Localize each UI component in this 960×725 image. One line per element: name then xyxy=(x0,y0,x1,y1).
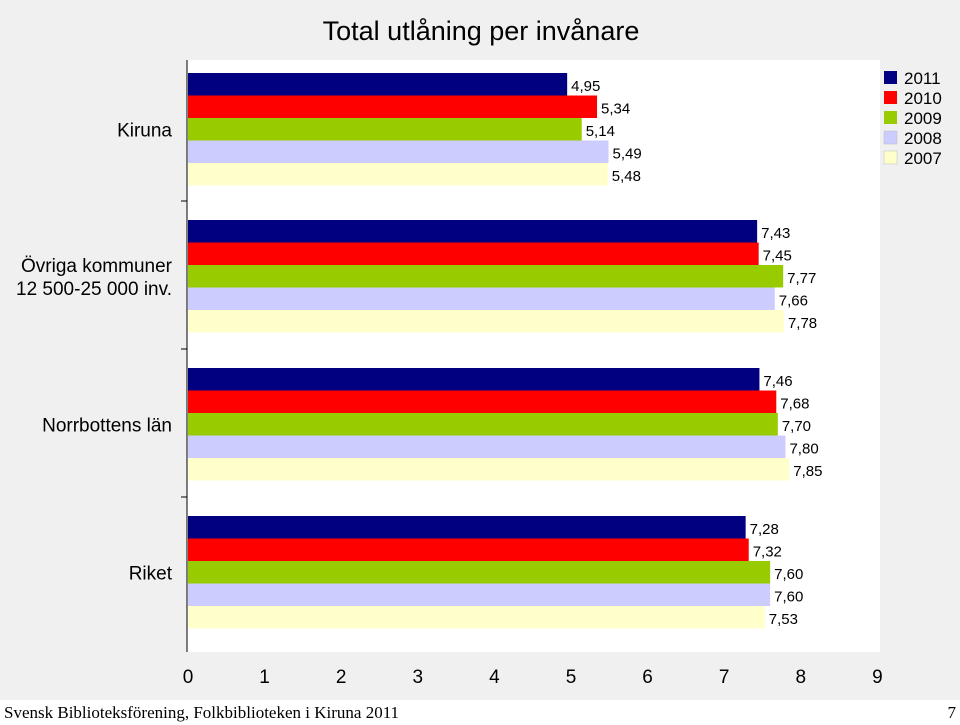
axis-layer: Kiruna Övriga kommuner 12 500-25 000 inv. N… xyxy=(16,60,883,688)
data-label-kiruna-2007: 5,48 xyxy=(612,168,641,185)
bar-ovriga-kommuner-2010 xyxy=(188,242,759,265)
data-label-norrbottens-lan-2009: 7,70 xyxy=(782,418,811,435)
bar-kiruna-2010 xyxy=(188,95,598,118)
bar-kiruna-2011 xyxy=(188,73,568,96)
data-label-norrbottens-lan-2008: 7,80 xyxy=(789,441,818,458)
data-label-ovriga-kommuner-2007: 7,78 xyxy=(788,315,817,332)
category-label-ovriga-kommuner: Övriga kommuner 12 500-25 000 inv. xyxy=(16,256,173,300)
x-tick-label-1: 1 xyxy=(259,667,270,688)
bar-ovriga-kommuner-2011 xyxy=(188,220,758,243)
legend-label-2010: 2010 xyxy=(904,89,942,108)
x-tick-label-6: 6 xyxy=(642,667,653,688)
data-label-riket-2009: 7,60 xyxy=(774,566,803,583)
chart-title: Total utlåning per invånare xyxy=(323,16,640,46)
legend-swatch-2009 xyxy=(884,111,897,124)
footer-text: Svensk Biblioteksförening, Folkbibliotek… xyxy=(4,703,400,722)
bar-riket-2009 xyxy=(188,561,771,584)
bar-ovriga-kommuner-2008 xyxy=(188,287,775,310)
x-tick-label-0: 0 xyxy=(183,667,194,688)
legend-swatch-2011 xyxy=(884,71,897,84)
data-label-norrbottens-lan-2010: 7,68 xyxy=(780,396,809,413)
bar-chart: Total utlåning per invånare 4,955,34 5,14… xyxy=(16,16,942,688)
data-label-kiruna-2008: 5,49 xyxy=(613,146,642,163)
legend-label-2009: 2009 xyxy=(904,109,942,128)
bar-ovriga-kommuner-2007 xyxy=(188,310,784,333)
x-tick-label-3: 3 xyxy=(413,667,424,688)
data-label-ovriga-kommuner-2010: 7,45 xyxy=(763,248,792,265)
x-tick-label-7: 7 xyxy=(719,667,730,688)
legend-swatch-2010 xyxy=(884,91,897,104)
bar-ovriga-kommuner-2009 xyxy=(188,265,784,288)
bars-layer: 4,955,34 5,14 5,49 5,48 7,43 7,45 7,77 7,66 7,78… xyxy=(188,73,823,629)
chart-area: Total utlåning per invånare 4,95 5,34 5,14… xyxy=(0,0,960,700)
x-tick-label-8: 8 xyxy=(796,667,807,688)
bar-norrbottens-lan-2008 xyxy=(188,435,786,458)
bar-riket-2007 xyxy=(188,606,765,629)
legend-swatch-2007 xyxy=(883,150,898,165)
data-label-ovriga-kommuner-2009: 7,77 xyxy=(787,270,816,287)
category-label-norrbottens-lan: Norrbottens län xyxy=(42,415,172,436)
bar-riket-2011 xyxy=(188,516,746,539)
x-tick-label-4: 4 xyxy=(489,667,500,688)
legend-label-2008: 2008 xyxy=(904,129,942,148)
data-label-riket-2010: 7,32 xyxy=(753,544,782,561)
data-label-norrbottens-lan-2011: 7,46 xyxy=(763,373,792,390)
data-label-kiruna-2009: 5,14 xyxy=(586,123,615,140)
x-tick-label-5: 5 xyxy=(566,667,577,688)
page-number: 7 xyxy=(947,703,957,722)
bar-norrbottens-lan-2009 xyxy=(188,413,778,436)
data-label-kiruna-2010: 5,34 xyxy=(601,101,630,118)
category-label-kiruna: Kiruna xyxy=(117,120,172,141)
data-label-kiruna-2011: 4,95 xyxy=(571,78,600,95)
x-tick-label-9: 9 xyxy=(872,667,883,688)
data-label-riket-2011: 7,28 xyxy=(750,521,779,538)
data-label-norrbottens-lan-2007: 7,85 xyxy=(793,463,822,480)
x-tick-label-2: 2 xyxy=(336,667,347,688)
bar-kiruna-2009 xyxy=(188,118,582,141)
bar-norrbottens-lan-2007 xyxy=(188,458,790,481)
category-label-riket: Riket xyxy=(129,563,173,584)
legend-label-2007: 2007 xyxy=(904,149,942,168)
bar-riket-2010 xyxy=(188,538,749,561)
data-label-riket-2008: 7,60 xyxy=(774,589,803,606)
legend-swatch-2008 xyxy=(883,130,898,145)
footer: Svensk Biblioteksförening, Folkbibliotek… xyxy=(0,700,960,725)
data-label-ovriga-kommuner-2008: 7,66 xyxy=(779,293,808,310)
legend-label-2011: 2011 xyxy=(904,69,941,88)
bar-kiruna-2008 xyxy=(188,140,609,163)
data-label-riket-2007: 7,53 xyxy=(769,611,798,628)
bar-norrbottens-lan-2011 xyxy=(188,368,760,391)
bar-riket-2008 xyxy=(188,583,771,606)
bar-norrbottens-lan-2010 xyxy=(188,390,777,413)
bar-kiruna-2007 xyxy=(188,163,608,186)
data-label-ovriga-kommuner-2011: 7,43 xyxy=(761,225,790,242)
